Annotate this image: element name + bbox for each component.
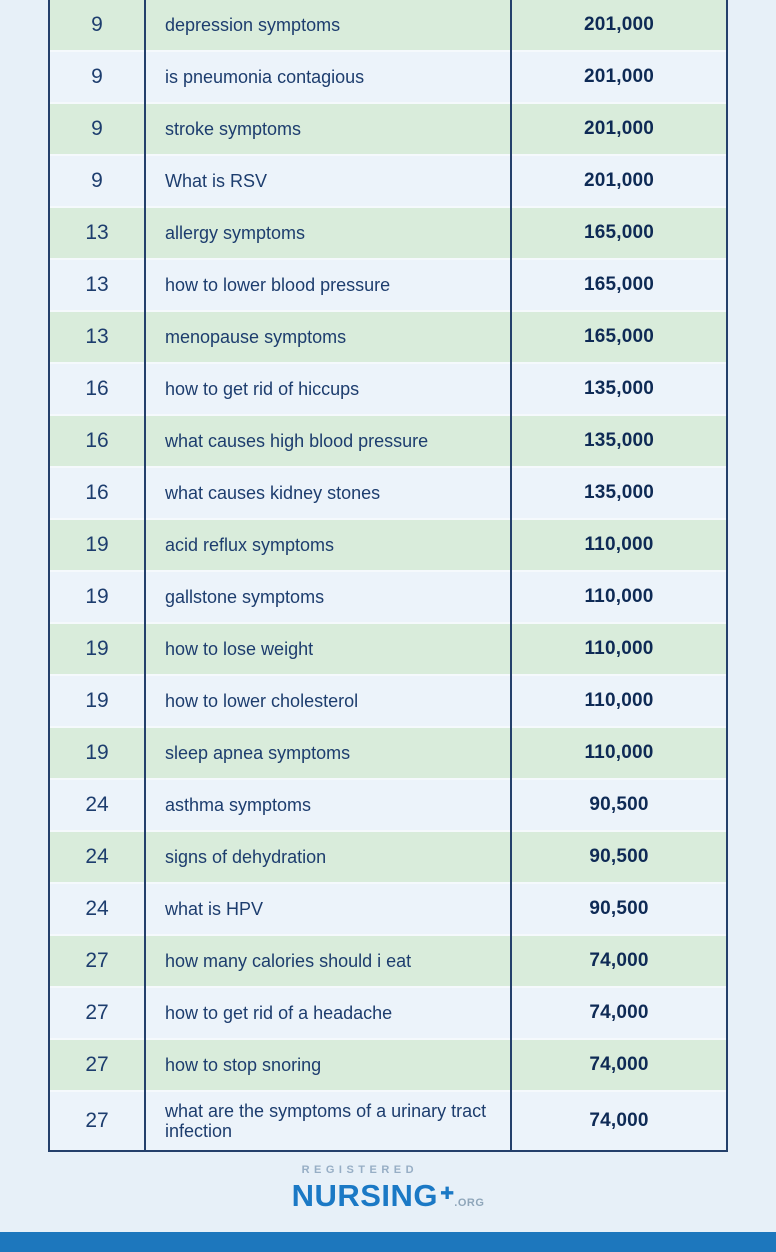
table-row: 9 depression symptoms 201,000 [50,0,726,52]
rank-cell: 16 [85,377,109,400]
volume-cell: 110,000 [584,742,654,763]
volume-cell: 201,000 [583,66,655,87]
query-cell: how to stop snoring [165,1054,322,1075]
volume-cell: 165,000 [583,274,655,295]
volume-cell: 110,000 [584,638,654,659]
rank-cell: 27 [85,1053,109,1076]
query-cell: what are the symptoms of a urinary tract… [165,1100,487,1141]
search-rank-table: 9 depression symptoms 201,000 9 is pneum… [48,0,728,1152]
rank-cell: 27 [85,1001,109,1024]
rank-cell: 9 [91,117,103,140]
volume-cell: 135,000 [583,430,655,451]
query-cell: signs of dehydration [165,846,327,867]
rank-cell: 16 [85,481,109,504]
volume-cell: 110,000 [584,586,654,607]
query-cell: how to lower blood pressure [165,274,391,295]
table-row: 19 gallstone symptoms 110,000 [50,572,726,624]
rank-cell: 9 [91,65,103,88]
table-row: 16 what causes high blood pressure 135,0… [50,416,726,468]
table-row: 13 how to lower blood pressure 165,000 [50,260,726,312]
rank-cell: 24 [85,793,109,816]
rank-cell: 13 [85,221,109,244]
brand-registered-text: REGISTERED [301,1164,419,1176]
table-row: 9 is pneumonia contagious 201,000 [50,52,726,104]
volume-cell: 90,500 [589,846,649,867]
table-row: 27 what are the symptoms of a urinary tr… [50,1092,726,1150]
table-row: 27 how to get rid of a headache 74,000 [50,988,726,1040]
volume-cell: 90,500 [589,898,649,919]
rank-cell: 9 [91,169,103,192]
medical-cross-icon: ✚ [440,1184,455,1203]
table-row: 9 stroke symptoms 201,000 [50,104,726,156]
volume-cell: 165,000 [583,222,655,243]
query-cell: what causes high blood pressure [165,430,429,451]
table-row: 24 signs of dehydration 90,500 [50,832,726,884]
table-row: 9 What is RSV 201,000 [50,156,726,208]
query-cell: is pneumonia contagious [165,66,365,87]
rank-cell: 19 [85,637,109,660]
volume-cell: 201,000 [583,170,655,191]
rank-cell: 19 [85,533,109,556]
volume-cell: 201,000 [583,118,655,139]
rank-cell: 24 [85,845,109,868]
rank-cell: 13 [85,325,109,348]
rank-cell: 16 [85,429,109,452]
volume-cell: 74,000 [589,950,649,971]
rank-cell: 19 [85,741,109,764]
rank-cell: 19 [85,689,109,712]
volume-cell: 135,000 [583,482,655,503]
query-cell: what causes kidney stones [165,482,381,503]
volume-cell: 201,000 [583,14,655,35]
table-row: 19 sleep apnea symptoms 110,000 [50,728,726,780]
volume-cell: 90,500 [589,794,649,815]
volume-cell: 110,000 [584,534,654,555]
table-row: 13 menopause symptoms 165,000 [50,312,726,364]
table-row: 19 how to lose weight 110,000 [50,624,726,676]
brand-nursing-text: NURSING [291,1178,439,1213]
rank-cell: 13 [85,273,109,296]
volume-cell: 74,000 [589,1054,649,1075]
column-divider-query-volume [510,0,512,1150]
query-cell: what is HPV [165,898,264,919]
query-cell: menopause symptoms [165,326,347,347]
bottom-accent-bar [0,1232,776,1252]
rank-cell: 27 [85,949,109,972]
column-divider-rank-query [144,0,146,1150]
table-row: 13 allergy symptoms 165,000 [50,208,726,260]
volume-cell: 135,000 [583,378,655,399]
brand-org-text: .ORG [454,1197,485,1209]
query-cell: asthma symptoms [165,794,312,815]
volume-cell: 74,000 [589,1110,649,1131]
volume-cell: 74,000 [589,1002,649,1023]
volume-cell: 165,000 [583,326,655,347]
rank-cell: 19 [85,585,109,608]
query-cell: acid reflux symptoms [165,534,335,555]
table-row: 16 how to get rid of hiccups 135,000 [50,364,726,416]
table-row: 16 what causes kidney stones 135,000 [50,468,726,520]
table-row: 24 what is HPV 90,500 [50,884,726,936]
query-cell: how many calories should i eat [165,950,412,971]
footer: REGISTERED NURSING ✚ .ORG [0,1164,776,1214]
table-row: 24 asthma symptoms 90,500 [50,780,726,832]
table-row: 19 how to lower cholesterol 110,000 [50,676,726,728]
table-row: 27 how to stop snoring 74,000 [50,1040,726,1092]
rank-cell: 9 [91,13,103,36]
query-cell: gallstone symptoms [165,586,325,607]
brand-logo: REGISTERED NURSING ✚ .ORG [292,1164,485,1214]
table-row: 19 acid reflux symptoms 110,000 [50,520,726,572]
query-cell: sleep apnea symptoms [165,742,351,763]
query-cell: depression symptoms [165,14,341,35]
rank-cell: 24 [85,897,109,920]
query-cell: how to get rid of a headache [165,1002,393,1023]
query-cell: allergy symptoms [165,222,306,243]
rank-cell: 27 [85,1109,109,1132]
query-cell: What is RSV [165,170,268,191]
query-cell: how to lower cholesterol [165,690,359,711]
table-row: 27 how many calories should i eat 74,000 [50,936,726,988]
volume-cell: 110,000 [584,690,654,711]
query-cell: how to get rid of hiccups [165,378,360,399]
query-cell: stroke symptoms [165,118,302,139]
query-cell: how to lose weight [165,638,314,659]
